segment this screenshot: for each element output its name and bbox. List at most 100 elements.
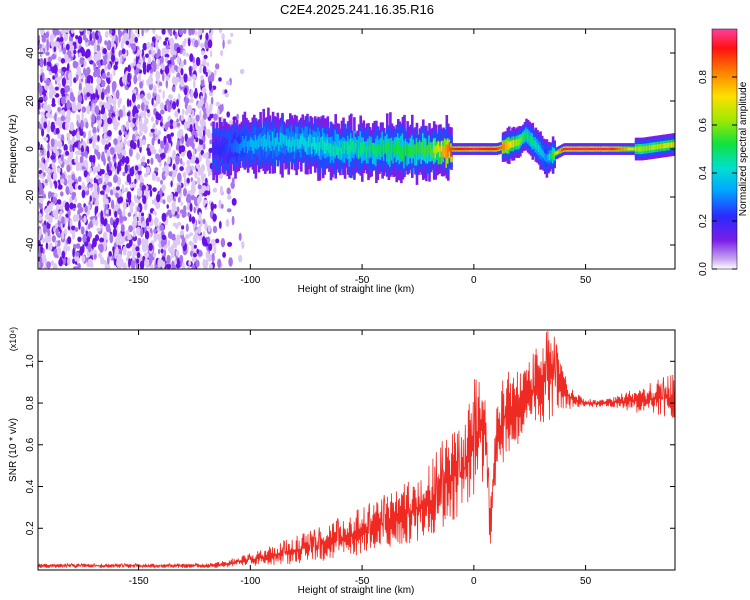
spectrogram-trace-cell [224,146,228,157]
spectrogram-noise-cell [114,57,119,62]
spectrogram-noise-cell [69,121,75,132]
spectrogram-y-label: Frequency (Hz) [8,115,19,184]
spectrogram-noise-cell [159,102,165,110]
spectrogram-noise-cell [204,39,209,50]
spectrogram-noise-cell [192,252,197,258]
spectrogram-trace-cell [401,147,405,161]
spectrogram-noise-cell [93,182,98,193]
spectrogram-trace-cell [448,142,452,152]
spectrogram-trace-cell [561,148,564,152]
spectrogram-trace-cell [278,142,281,152]
spectrogram-trace-cell [544,152,547,161]
spectrogram-trace-cell [517,138,520,146]
spectrogram-noise-cell [93,42,98,53]
spectrogram-noise-cell [63,216,67,225]
spectrogram-trace-cell [580,147,583,151]
spectrogram-trace-cell [653,144,657,150]
spectrogram-trace-cell [667,142,671,148]
spectrogram-trace-cell [540,148,544,157]
spectrogram-noise-cell [124,187,129,193]
spectrogram-noise-cell [172,149,177,160]
spectrogram-trace-cell [623,147,627,151]
spectrogram-noise-cell [88,183,94,188]
spectrogram-trace-cell [587,147,591,151]
spectrogram-noise-cell [238,232,242,241]
spectrogram-noise-cell [141,155,146,162]
spectrogram-noise-cell [191,216,196,224]
spectrogram-noise-cell [107,95,113,105]
spectrogram-noise-cell [169,30,173,37]
spectrogram-noise-cell [90,40,95,46]
spectrogram-noise-cell [112,186,116,196]
spectrogram-trace-cell [226,143,229,155]
spectrogram-trace-cell [314,137,317,150]
spectrogram-noise-cell [199,63,203,69]
spectrogram-noise-cell [164,65,170,75]
spectrogram-trace-cell [310,143,314,154]
spectrogram-noise-cell [181,242,184,247]
spectrogram-noise-cell [92,218,96,226]
spectrogram-noise-cell [205,32,209,42]
spectrogram-noise-cell [96,84,101,90]
spectrogram-trace-cell [533,140,536,146]
spectrogram-noise-cell [143,244,149,249]
spectrogram-noise-cell [148,132,153,137]
spectrogram-noise-cell [143,125,148,134]
spectrogram-noise-cell [171,233,176,239]
spectrogram-trace-cell [465,147,469,151]
spectrogram-trace-cell [443,147,447,158]
spectrogram-noise-cell [106,163,110,174]
spectrogram-noise-cell [161,65,166,71]
spectrogram-trace-cell [306,141,309,155]
spectrogram-noise-cell [94,199,100,207]
spectrogram-noise-cell [105,139,109,145]
spectrogram-trace-cell [486,147,489,151]
spectrogram-noise-cell [121,48,126,55]
spectrogram-noise-cell [38,216,43,221]
spectrogram-noise-cell [182,262,185,269]
spectrogram-noise-cell [178,145,182,155]
spectrogram-noise-cell [77,94,83,103]
spectrogram-trace-cell [331,143,334,156]
spectrogram-noise-cell [129,167,135,177]
spectrogram-noise-cell [206,190,211,196]
spectrogram-noise-cell [68,102,72,108]
spectrogram-noise-cell [146,147,150,152]
spectrogram-noise-cell [161,170,167,181]
spectrogram-trace-cell [548,153,552,160]
spectrogram-trace-cell [620,147,624,151]
spectrogram-noise-cell [136,152,139,161]
spectrogram-noise-cell [94,206,97,216]
spectrogram-noise-cell [189,202,193,212]
spectrogram-trace-cell [429,144,433,155]
spectrogram-noise-cell [41,253,47,264]
spectrogram-noise-cell [51,53,57,60]
spectrogram-noise-cell [152,122,156,129]
spectrogram-trace-cell [537,144,541,152]
spectrogram-noise-cell [179,256,183,262]
spectrogram-noise-cell [65,43,70,51]
spectrogram-noise-cell [145,260,149,269]
spectrogram-noise-cell [70,56,74,61]
spectrogram-trace-cell [212,142,215,156]
spectrogram-trace-cell [420,142,423,153]
spectrogram-trace-cell [264,134,267,147]
spectrogram-noise-cell [201,185,207,192]
spectrogram-noise-cell [117,240,123,246]
spectrogram-noise-cell [156,36,159,41]
spectrogram-noise-cell [47,142,50,152]
spectrogram-trace-cell [317,136,320,151]
spectrogram-noise-cell [80,74,85,79]
spectrogram-noise-cell [122,201,127,210]
spectrogram-trace-cell [501,143,505,151]
colorbar-label: Normalized spectral amplitude [738,81,749,216]
spectrogram-noise-cell [135,112,139,121]
spectrogram-noise-cell [222,39,225,50]
spectrogram-trace-cell [270,141,273,151]
spectrogram-noise-cell [104,30,109,38]
spectrogram-noise-cell [189,66,192,76]
spectrogram-noise-cell [60,58,66,64]
spectrogram-noise-cell [133,74,138,85]
spectrogram-noise-cell [202,143,206,150]
spectrogram-trace-cell [625,147,628,151]
